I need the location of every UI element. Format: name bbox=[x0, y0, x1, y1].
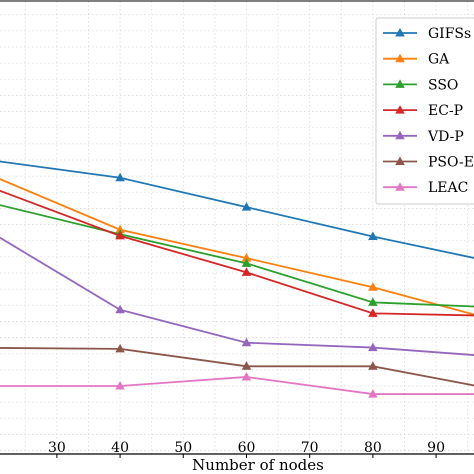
data-point-marker bbox=[115, 381, 125, 390]
data-point-marker bbox=[115, 304, 125, 314]
series-vd-p bbox=[0, 236, 474, 356]
legend-marker bbox=[395, 79, 405, 88]
data-point-marker bbox=[368, 231, 378, 241]
data-point-marker bbox=[241, 267, 252, 276]
legend-label: EC-P bbox=[428, 103, 463, 119]
legend-label: LEAC bbox=[428, 180, 468, 196]
legend-entry: SSO bbox=[383, 77, 458, 93]
legend-label: PSO-E bbox=[428, 155, 474, 171]
data-point-marker bbox=[241, 337, 252, 347]
x-tick-label: 30 bbox=[48, 440, 66, 456]
legend-marker bbox=[395, 182, 405, 191]
legend-entry: VD-P bbox=[383, 129, 464, 145]
legend-label: GIFSs bbox=[428, 26, 471, 42]
data-point-marker bbox=[115, 172, 125, 182]
data-point-marker bbox=[115, 230, 125, 240]
series-ga bbox=[0, 178, 474, 316]
series-line bbox=[0, 347, 474, 387]
series-line bbox=[0, 376, 474, 395]
legend-label: VD-P bbox=[427, 129, 464, 145]
legend-marker bbox=[395, 156, 405, 165]
series-ec-p bbox=[0, 189, 474, 317]
series-leac bbox=[0, 371, 474, 398]
data-point-marker bbox=[368, 361, 378, 370]
x-tick-label: 50 bbox=[174, 440, 192, 456]
data-point-marker bbox=[368, 342, 378, 352]
data-point-marker bbox=[241, 258, 252, 267]
x-ticks: 30 40 50 60 70 80 90 bbox=[48, 440, 445, 458]
data-point-marker bbox=[241, 202, 252, 211]
legend-entry: LEAC bbox=[383, 180, 468, 196]
x-tick-label: 60 bbox=[238, 440, 256, 456]
legend-entry: GA bbox=[383, 52, 450, 68]
x-axis-title: Number of nodes bbox=[192, 456, 324, 474]
legend-marker bbox=[395, 105, 405, 114]
data-point-marker bbox=[241, 371, 252, 381]
data-point-marker bbox=[368, 389, 378, 398]
data-point-marker bbox=[368, 282, 378, 291]
x-tick-label: 80 bbox=[364, 440, 382, 456]
data-point-marker bbox=[115, 343, 125, 353]
data-point-marker bbox=[368, 297, 378, 306]
series-lines bbox=[0, 160, 474, 398]
legend-marker bbox=[395, 130, 405, 140]
x-tick-label: 90 bbox=[427, 440, 445, 456]
series-pso-e bbox=[0, 343, 474, 387]
legend-entry: EC-P bbox=[383, 103, 463, 119]
legend-marker bbox=[395, 53, 405, 63]
data-point-marker bbox=[368, 308, 378, 317]
data-point-marker bbox=[241, 361, 252, 370]
legend-entry: GIFSs bbox=[383, 26, 471, 42]
legend: GIFSs GA SSO EC-P VD-P PSO-E LEAC bbox=[375, 17, 474, 205]
x-tick-label: 70 bbox=[301, 440, 319, 456]
series-gifss bbox=[0, 160, 474, 259]
legend-marker bbox=[395, 28, 405, 37]
data-point-marker bbox=[115, 224, 125, 234]
x-tick-label: 40 bbox=[111, 440, 129, 456]
data-point-marker bbox=[241, 253, 252, 262]
legend-label: GA bbox=[428, 52, 450, 68]
legend-entry: PSO-E bbox=[383, 155, 474, 171]
legend-label: SSO bbox=[428, 77, 458, 93]
series-line bbox=[0, 189, 474, 317]
